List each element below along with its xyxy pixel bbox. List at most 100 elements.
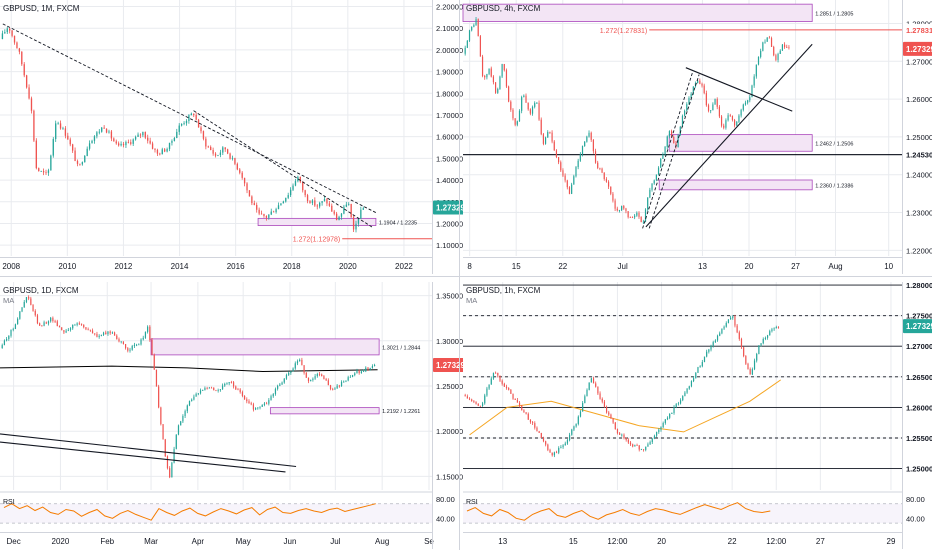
candle[interactable]: [98, 335, 100, 337]
candle[interactable]: [481, 403, 484, 407]
candle[interactable]: [131, 346, 133, 350]
candle[interactable]: [762, 42, 764, 51]
candle[interactable]: [12, 328, 14, 330]
candle[interactable]: [692, 86, 694, 94]
candle[interactable]: [560, 162, 562, 171]
candle[interactable]: [103, 127, 105, 129]
candle[interactable]: [571, 429, 573, 435]
candle[interactable]: [653, 180, 655, 184]
candle[interactable]: [311, 200, 314, 204]
candle[interactable]: [666, 136, 668, 147]
candle[interactable]: [540, 432, 542, 439]
candle[interactable]: [603, 172, 605, 180]
candle[interactable]: [25, 75, 28, 88]
candle[interactable]: [166, 148, 168, 152]
candle[interactable]: [734, 119, 736, 126]
candle[interactable]: [558, 157, 560, 163]
candle[interactable]: [705, 93, 707, 106]
candle[interactable]: [222, 147, 224, 153]
candle[interactable]: [124, 344, 127, 349]
candle[interactable]: [164, 149, 166, 152]
candle[interactable]: [316, 205, 318, 207]
candle[interactable]: [345, 380, 347, 382]
candle[interactable]: [270, 396, 272, 401]
trendline[interactable]: [685, 67, 793, 112]
candle[interactable]: [16, 42, 18, 49]
candle[interactable]: [248, 401, 250, 404]
candle[interactable]: [553, 141, 555, 151]
candle[interactable]: [584, 396, 586, 404]
candle[interactable]: [731, 116, 734, 120]
candle[interactable]: [76, 323, 78, 325]
candle[interactable]: [202, 390, 204, 391]
candle[interactable]: [288, 373, 290, 375]
candle[interactable]: [56, 321, 58, 327]
candle[interactable]: [657, 167, 660, 175]
candle[interactable]: [466, 396, 468, 399]
candle[interactable]: [266, 403, 268, 405]
candle[interactable]: [40, 170, 42, 172]
candle[interactable]: [185, 120, 188, 124]
candle[interactable]: [94, 333, 96, 335]
candle[interactable]: [34, 310, 36, 316]
candle[interactable]: [569, 434, 571, 441]
candle[interactable]: [525, 412, 527, 414]
candle[interactable]: [263, 403, 266, 405]
candle[interactable]: [162, 424, 164, 440]
candle[interactable]: [508, 388, 510, 390]
trendline[interactable]: [645, 43, 813, 228]
candle[interactable]: [751, 85, 753, 98]
candle[interactable]: [631, 217, 634, 219]
candle[interactable]: [115, 141, 117, 144]
candle[interactable]: [301, 359, 303, 366]
supply-demand-zone[interactable]: [462, 3, 813, 22]
candle[interactable]: [621, 434, 623, 436]
supply-demand-zone[interactable]: [150, 338, 380, 356]
candle[interactable]: [239, 169, 241, 173]
candle[interactable]: [182, 415, 184, 422]
candle[interactable]: [184, 411, 186, 416]
candle[interactable]: [690, 381, 693, 387]
candle[interactable]: [314, 376, 316, 379]
candle[interactable]: [510, 101, 512, 110]
candle[interactable]: [651, 183, 653, 190]
candle[interactable]: [83, 324, 85, 328]
candle[interactable]: [160, 407, 162, 425]
candle[interactable]: [290, 371, 292, 374]
candle[interactable]: [777, 327, 780, 328]
candle[interactable]: [503, 383, 505, 387]
candle[interactable]: [78, 323, 80, 325]
candle[interactable]: [105, 128, 108, 133]
candle[interactable]: [261, 404, 263, 407]
candle[interactable]: [614, 422, 616, 430]
candle[interactable]: [18, 48, 21, 52]
candle[interactable]: [581, 146, 584, 155]
candle[interactable]: [347, 377, 349, 381]
candle[interactable]: [132, 139, 134, 144]
candle[interactable]: [638, 445, 640, 450]
trendline[interactable]: [648, 74, 700, 229]
candle[interactable]: [213, 387, 215, 391]
candle[interactable]: [634, 445, 636, 447]
candle[interactable]: [673, 136, 675, 144]
candle[interactable]: [144, 331, 147, 338]
candle[interactable]: [67, 135, 69, 140]
candle[interactable]: [527, 413, 529, 420]
candle[interactable]: [98, 131, 100, 133]
candle[interactable]: [312, 378, 314, 380]
candle[interactable]: [336, 385, 338, 389]
candle[interactable]: [486, 73, 488, 78]
candle[interactable]: [764, 337, 767, 339]
candle[interactable]: [6, 28, 8, 33]
candle[interactable]: [173, 137, 176, 141]
candle[interactable]: [669, 413, 671, 418]
candle[interactable]: [248, 190, 251, 197]
candle[interactable]: [516, 121, 518, 125]
candle[interactable]: [627, 211, 629, 218]
candle[interactable]: [327, 380, 329, 386]
candle[interactable]: [682, 396, 684, 401]
candle[interactable]: [547, 444, 549, 450]
candle[interactable]: [475, 19, 477, 26]
candle[interactable]: [610, 414, 612, 419]
candle[interactable]: [235, 386, 237, 390]
